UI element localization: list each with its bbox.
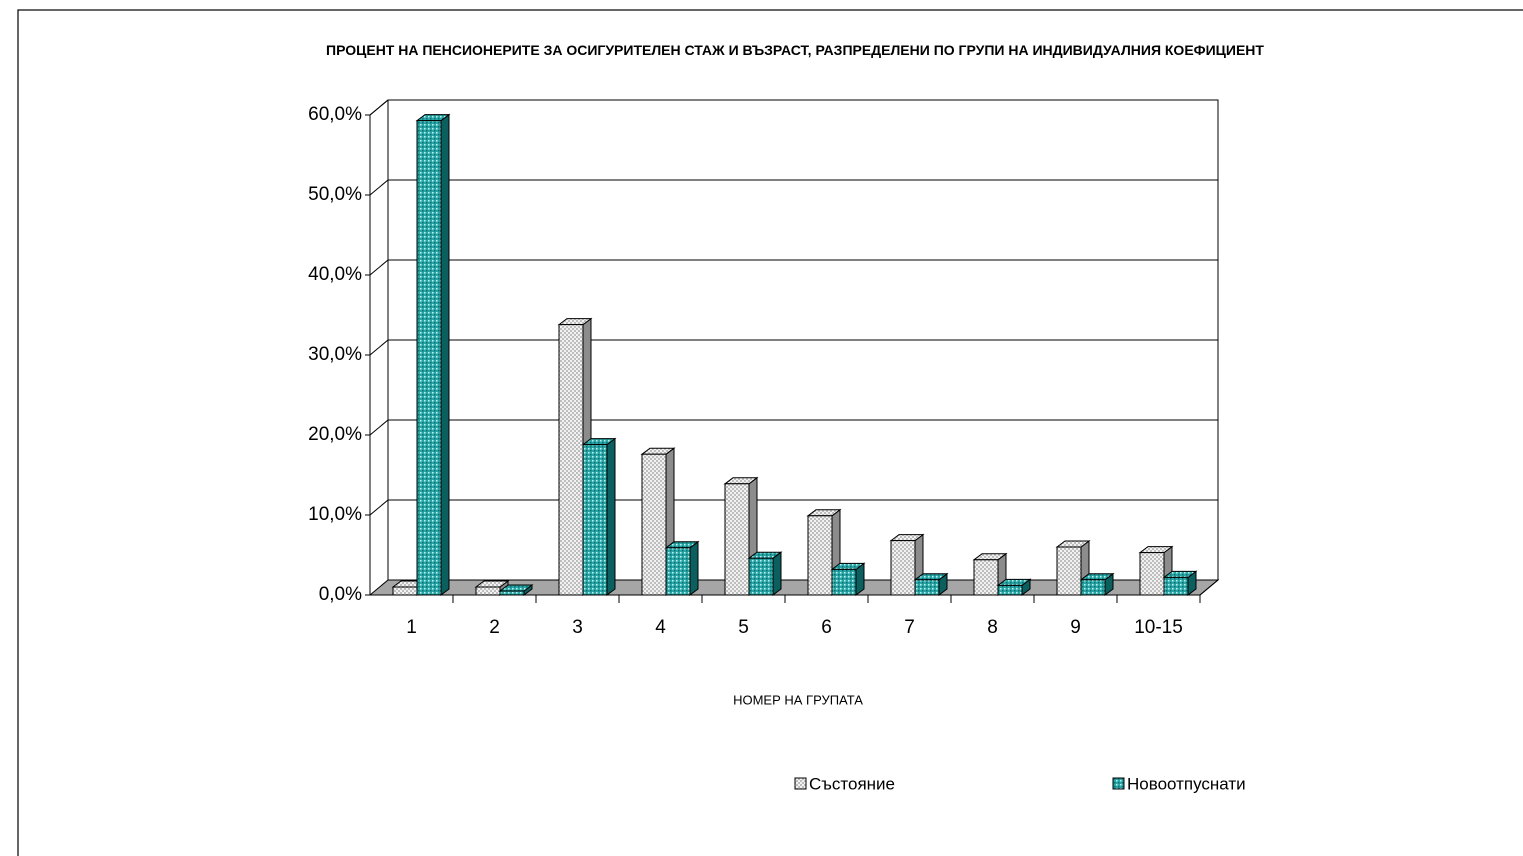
bar-side — [772, 551, 782, 596]
bar — [582, 444, 608, 596]
bar — [392, 586, 418, 596]
bar — [1056, 546, 1082, 596]
x-tick-label: 3 — [572, 617, 583, 638]
plot: 0,0% 10,0% 20,0% 30,0% 40,0% 50,0% 60,0% 1 2 3 4 5 6… — [308, 99, 1246, 793]
bar — [973, 559, 999, 596]
y-tick-label: 0,0% — [319, 584, 362, 605]
x-axis-title: НОМЕР НА ГРУПАТА — [733, 692, 863, 707]
bar-side — [689, 540, 699, 596]
x-tick-label: 6 — [821, 617, 832, 638]
bar — [475, 586, 501, 596]
x-tick-label: 4 — [655, 617, 666, 638]
y-tick-label: 20,0% — [308, 424, 362, 445]
x-tick-label: 10-15 — [1134, 617, 1183, 638]
floor-edge — [1199, 579, 1219, 596]
grid-line — [369, 339, 389, 356]
x-tick-label: 9 — [1070, 617, 1081, 638]
y-tick-label: 40,0% — [308, 264, 362, 285]
chart-title: ПРОЦЕНТ НА ПЕНСИОНЕРИТЕ ЗА ОСИГУРИТЕЛЕН … — [326, 42, 1264, 58]
bar — [641, 453, 667, 596]
x-tick-label: 7 — [904, 617, 915, 638]
bar — [1080, 579, 1106, 596]
grid-line — [369, 499, 389, 516]
bar — [997, 584, 1023, 596]
grid-line — [369, 419, 389, 436]
grid-line — [369, 99, 389, 116]
bar — [1139, 552, 1165, 596]
legend-label: Състояние — [809, 774, 895, 793]
legend-swatch — [794, 777, 807, 790]
legend-swatch — [1112, 777, 1125, 790]
legend-label: Новоотпуснати — [1127, 774, 1246, 793]
bar — [748, 557, 774, 596]
bar — [724, 483, 750, 596]
bar — [890, 540, 916, 596]
y-tick-label: 30,0% — [308, 344, 362, 365]
bar — [665, 547, 691, 596]
bar — [558, 324, 584, 596]
x-tick-label: 1 — [406, 617, 417, 638]
bar-side — [440, 113, 450, 596]
bar — [807, 515, 833, 596]
bar — [499, 590, 525, 596]
chart-border — [17, 9, 1523, 856]
y-tick-label: 10,0% — [308, 504, 362, 525]
grid-line — [369, 259, 389, 276]
bar — [416, 120, 442, 596]
x-tick-label: 2 — [489, 617, 500, 638]
y-tick-label: 50,0% — [308, 184, 362, 205]
y-tick-label: 60,0% — [308, 104, 362, 125]
bar-side — [606, 437, 616, 596]
x-tick-label: 5 — [738, 617, 749, 638]
bar — [914, 579, 940, 596]
bar — [831, 568, 857, 596]
grid-line — [369, 179, 389, 196]
x-tick-label: 8 — [987, 617, 998, 638]
bar — [1163, 576, 1189, 596]
